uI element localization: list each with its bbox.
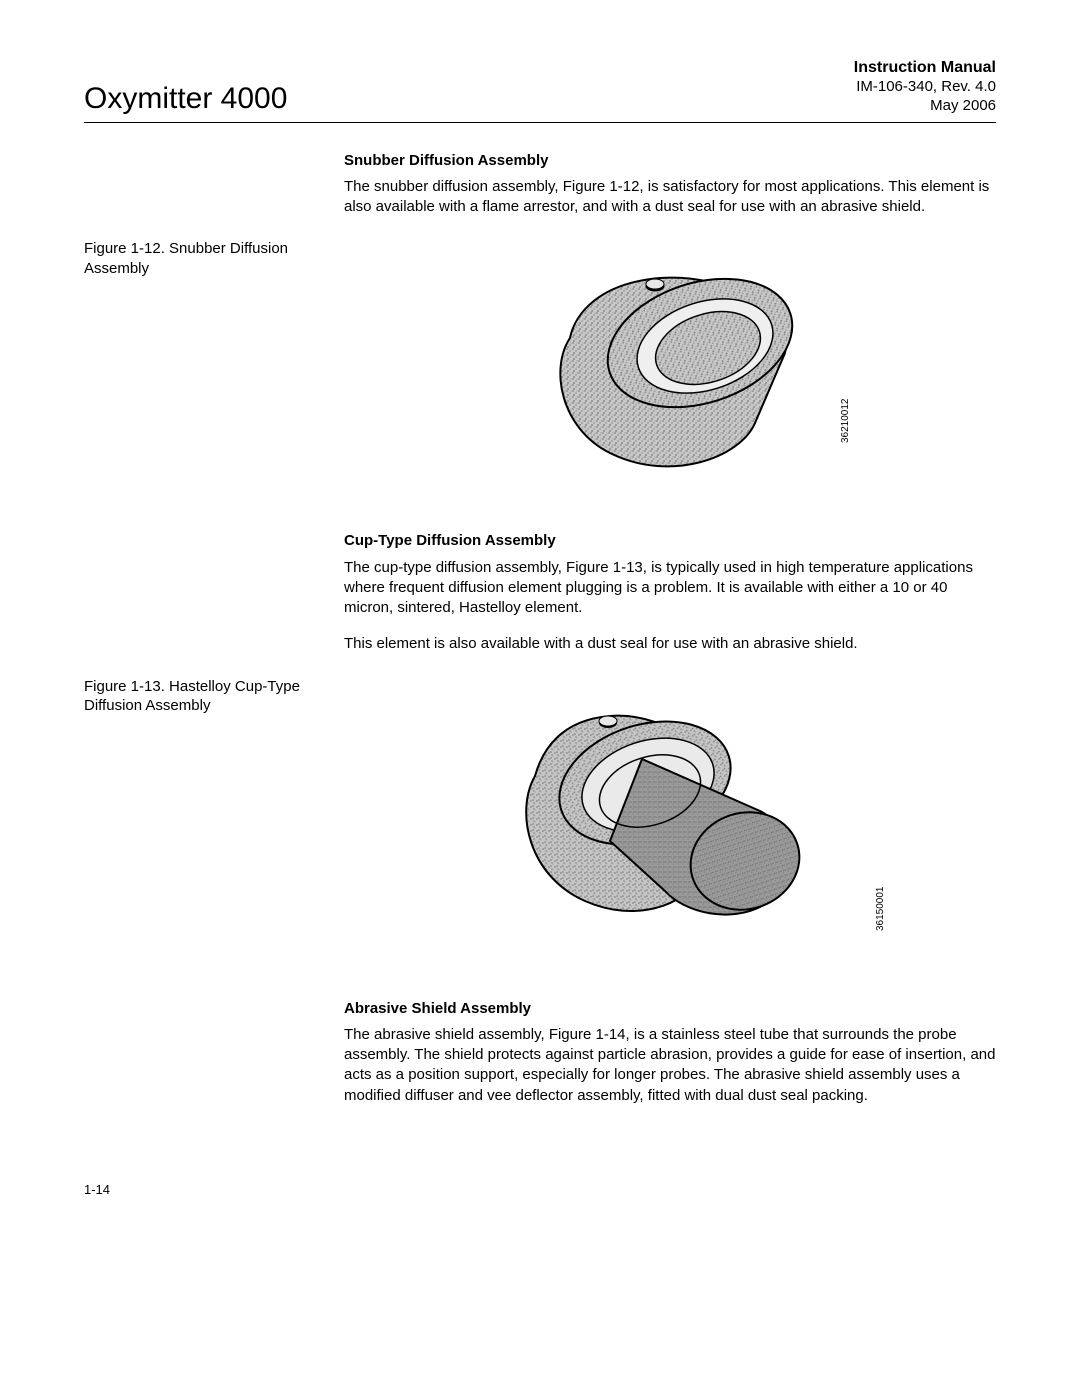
figure-13-caption: Figure 1-13. Hastelloy Cup-Type Diffusio… — [84, 677, 334, 716]
doc-date: May 2006 — [854, 97, 996, 116]
doc-number: IM-106-340, Rev. 4.0 — [854, 78, 996, 97]
abrasive-text: The abrasive shield assembly, Figure 1-1… — [344, 1025, 996, 1106]
figure-12-caption: Figure 1-12. Snubber Diffusion Assembly — [84, 239, 334, 278]
figure-12-id: 36210012 — [839, 399, 853, 444]
page-header: Oxymitter 4000 Instruction Manual IM-106… — [84, 58, 996, 123]
manual-title: Instruction Manual — [854, 58, 996, 78]
figure-13: 36150001 — [344, 681, 996, 971]
figure-13-id: 36150001 — [874, 886, 888, 931]
figure-12: 36210012 — [344, 243, 996, 503]
snubber-text: The snubber diffusion assembly, Figure 1… — [344, 177, 996, 218]
abrasive-heading: Abrasive Shield Assembly — [344, 999, 996, 1019]
product-title: Oxymitter 4000 — [84, 82, 287, 116]
header-right: Instruction Manual IM-106-340, Rev. 4.0 … — [854, 58, 996, 116]
snubber-heading: Snubber Diffusion Assembly — [344, 151, 996, 171]
cup-text-2: This element is also available with a du… — [344, 634, 996, 654]
cup-text-1: The cup-type diffusion assembly, Figure … — [344, 558, 996, 619]
cup-heading: Cup-Type Diffusion Assembly — [344, 531, 996, 551]
page-number: 1-14 — [84, 1182, 110, 1197]
